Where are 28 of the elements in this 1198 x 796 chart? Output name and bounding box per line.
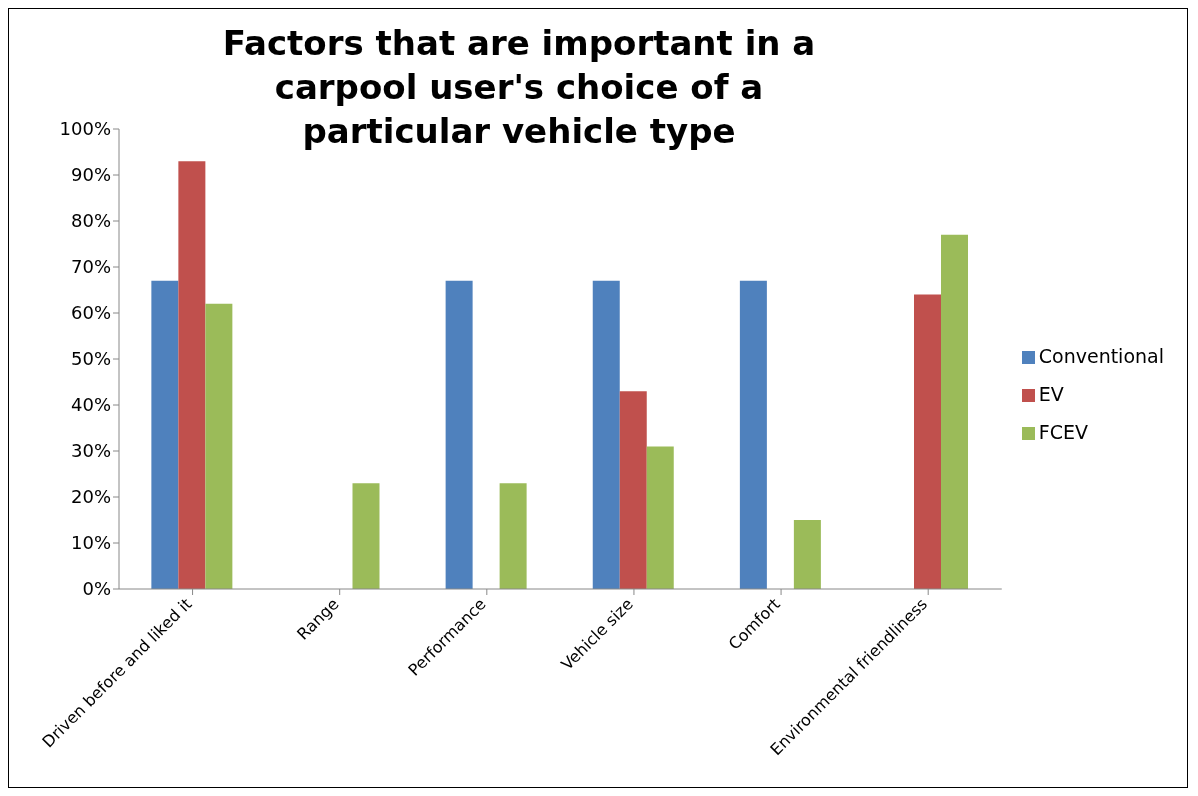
y-tick-label: 90% (70, 164, 111, 186)
bar (914, 294, 942, 589)
bar (646, 446, 674, 589)
bar (739, 280, 767, 589)
bar (619, 391, 647, 589)
bar (592, 280, 620, 589)
y-tick-label: 100% (59, 118, 111, 140)
bar (151, 280, 179, 589)
y-tick-label: 20% (70, 486, 111, 508)
y-tick-label: 40% (70, 394, 111, 416)
y-tick-label: 10% (70, 532, 111, 554)
y-tick-label: 60% (70, 302, 111, 324)
bar (793, 520, 821, 589)
legend-label: Conventional (1038, 345, 1164, 367)
y-tick-label: 80% (70, 210, 111, 232)
legend-label: EV (1038, 383, 1064, 405)
legend-label: FCEV (1038, 421, 1088, 443)
y-tick-label: 70% (70, 256, 111, 278)
bar (205, 303, 233, 589)
chart-title: Factors that are important in a carpool user's choice of a particular vehicle type (221, 22, 817, 153)
bar (941, 234, 969, 589)
bar (352, 483, 380, 589)
y-tick-label: 0% (82, 578, 111, 600)
bar (178, 161, 206, 589)
y-tick-label: 50% (70, 348, 111, 370)
y-tick-label: 30% (70, 440, 111, 462)
bar (445, 280, 473, 589)
bar (499, 483, 527, 589)
